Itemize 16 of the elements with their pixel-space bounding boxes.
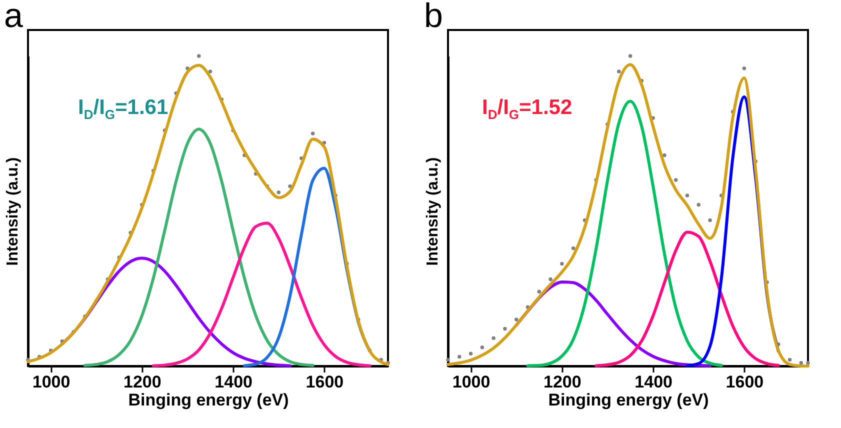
x-tick-label: 1600 <box>306 372 344 392</box>
chart-title: b <box>424 0 443 35</box>
x-tick-label: 1400 <box>634 372 672 392</box>
annotation: I$_{D}$/I$_{G}$=1.52 <box>482 96 572 122</box>
x-axis-title: Binging energy (eV) <box>128 390 289 410</box>
x-tick-label: 1000 <box>32 372 70 392</box>
x-tick-label: 1400 <box>214 372 252 392</box>
annotation: I$_{D}$/I$_{G}$=1.61 <box>78 96 168 122</box>
x-tick-label: 1200 <box>544 372 582 392</box>
chart-title: a <box>4 0 23 35</box>
y-axis-title: Intensity (a.u.) <box>4 157 22 266</box>
x-axis-title: Binging energy (eV) <box>548 390 709 410</box>
x-tick-label: 1600 <box>726 372 764 392</box>
y-axis-title: Intensity (a.u.) <box>424 157 442 266</box>
x-tick-label: 1000 <box>452 372 490 392</box>
x-tick-label: 1200 <box>124 372 162 392</box>
